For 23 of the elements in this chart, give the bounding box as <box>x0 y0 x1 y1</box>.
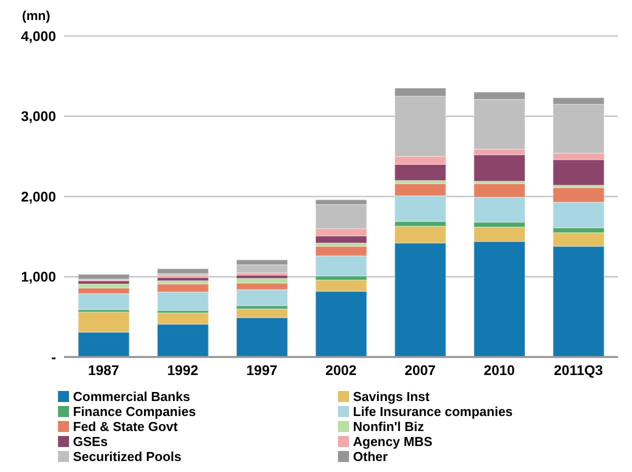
y-tick-label: 3,000 <box>20 108 56 124</box>
legend-label: Finance Companies <box>73 404 196 419</box>
legend-label: GSEs <box>73 434 108 449</box>
legend-label: Securitized Pools <box>73 449 182 464</box>
legend-label: Commercial Banks <box>73 389 190 404</box>
x-tick-label: 2010 <box>484 362 516 378</box>
y-tick-label: 1,000 <box>20 268 56 285</box>
x-tick-label: 2002 <box>325 362 357 378</box>
y-tick-label: - <box>51 348 56 365</box>
legend-label: Nonfin'l Biz <box>353 419 424 434</box>
y-tick-label: 4,000 <box>20 28 56 44</box>
x-tick-label: 1987 <box>88 362 120 378</box>
legend-label: Fed & State Govt <box>73 419 178 434</box>
legend-label: Other <box>353 449 388 464</box>
y-tick-label: 2,000 <box>20 188 56 204</box>
x-tick-label: 1992 <box>167 362 198 378</box>
legend-label: Agency MBS <box>353 434 432 449</box>
legend-label: Savings Inst <box>353 389 430 404</box>
y-axis-title: (mn) <box>22 8 50 23</box>
x-tick-label: 2011Q3 <box>554 362 604 378</box>
legend-label: Life Insurance companies <box>353 404 513 419</box>
x-tick-label: 1997 <box>246 362 278 378</box>
x-tick-label: 2007 <box>404 362 436 378</box>
